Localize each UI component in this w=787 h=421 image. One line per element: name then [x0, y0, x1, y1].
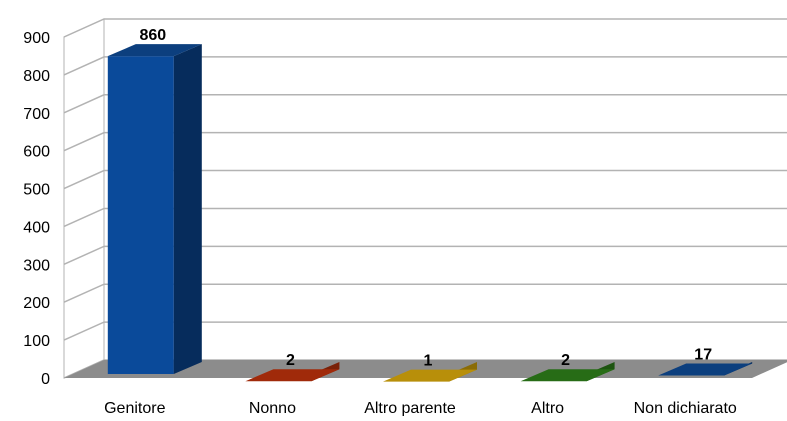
data-label: 17	[694, 347, 712, 364]
floor-plane	[64, 360, 787, 378]
y-tick-label: 300	[23, 257, 50, 274]
bar-top	[107, 44, 202, 57]
y-tick-label: 500	[23, 182, 50, 199]
gridline	[63, 169, 787, 190]
gridline	[63, 245, 787, 266]
chart-bars	[107, 44, 753, 382]
chart-floor	[64, 360, 787, 378]
gridline	[63, 207, 787, 228]
bar-altro	[520, 362, 615, 382]
bar-top	[383, 369, 477, 382]
y-tick-label: 200	[23, 295, 50, 312]
y-tick-label: 600	[23, 144, 50, 161]
x-axis-category-labels: Genitore Nonno Altro parente Altro Non dichi…	[104, 400, 737, 417]
x-category-label: Nonno	[249, 400, 296, 416]
bar-top	[658, 363, 753, 376]
bar-non-dichiarato	[658, 362, 753, 376]
y-axis-tick-labels: 0 100 200 300 400 500 600 700 800 900	[23, 30, 50, 388]
bar-top	[245, 369, 340, 382]
gridline	[63, 283, 787, 303]
y-tick-label: 800	[23, 68, 50, 85]
y-tick-label: 0	[41, 371, 50, 388]
bar-altro-parente	[383, 362, 477, 382]
bar-side	[173, 44, 202, 375]
data-label: 1	[424, 353, 433, 370]
bar-nonno	[245, 362, 340, 382]
data-labels: 860 2 1 2 17	[139, 27, 712, 369]
data-label: 2	[561, 352, 570, 369]
gridline	[63, 94, 787, 114]
y-tick-label: 700	[23, 106, 50, 123]
y-tick-label: 900	[23, 30, 50, 47]
bar-top	[520, 369, 615, 382]
gridline	[63, 131, 787, 152]
gridline	[63, 18, 787, 38]
y-tick-label: 100	[23, 333, 50, 350]
x-category-label: Altro parente	[364, 400, 456, 416]
bar-front	[107, 56, 174, 375]
x-category-label: Non dichiarato	[634, 400, 737, 416]
bar-genitore	[107, 44, 202, 375]
data-label: 860	[139, 27, 166, 44]
chart-back-wall	[63, 18, 787, 379]
data-label: 2	[286, 352, 295, 369]
gridline	[63, 321, 787, 341]
x-category-label: Genitore	[104, 400, 165, 416]
y-tick-label: 400	[23, 219, 50, 236]
x-category-label: Altro	[531, 400, 564, 416]
gridline	[63, 56, 787, 76]
